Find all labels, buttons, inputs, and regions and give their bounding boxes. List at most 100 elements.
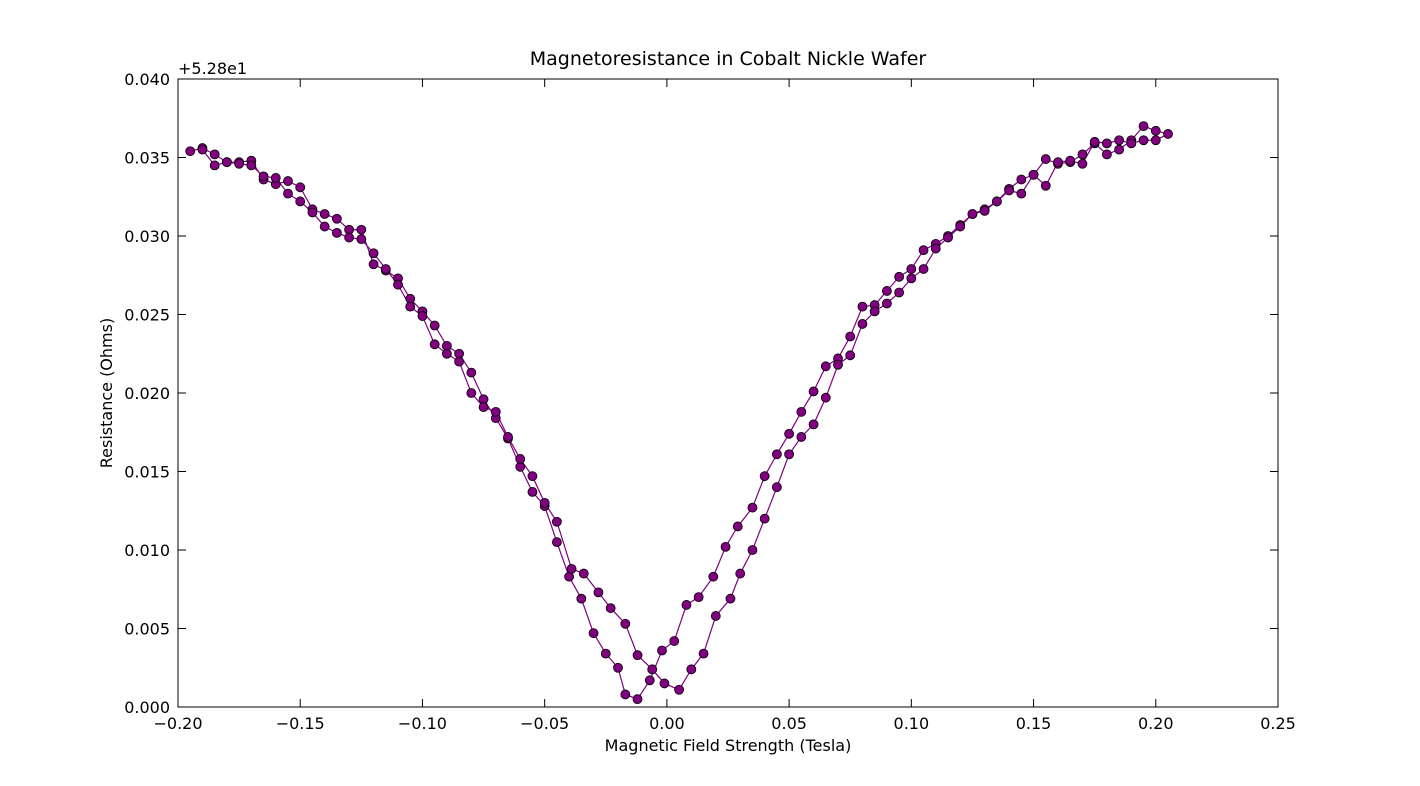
data-point: [857, 319, 868, 329]
data-point: [527, 471, 538, 482]
data-point: [881, 298, 892, 309]
x-tick-label: −0.20: [153, 714, 202, 733]
y-tick-label: 0.000: [124, 698, 170, 717]
x-tick-label: 0.15: [1016, 714, 1052, 733]
data-point: [869, 306, 880, 317]
data-point: [1089, 136, 1100, 147]
data-point: [647, 664, 658, 675]
x-tick-label: 0.25: [1260, 714, 1296, 733]
data-point: [991, 196, 1002, 207]
data-point: [747, 502, 758, 513]
data-point: [209, 149, 220, 160]
data-point: [881, 286, 892, 296]
y-tick-label: 0.020: [124, 384, 170, 403]
data-point: [732, 521, 743, 532]
data-point: [441, 348, 452, 359]
data-point: [1040, 180, 1051, 191]
y-axis-label: Resistance (Ohms): [97, 318, 116, 468]
data-point: [725, 593, 736, 604]
data-point: [906, 273, 917, 284]
data-point: [283, 188, 293, 199]
data-point: [620, 689, 631, 700]
data-point: [1053, 157, 1063, 168]
data-point: [747, 545, 758, 555]
data-point: [417, 311, 428, 321]
data-point: [669, 636, 680, 646]
data-point: [283, 176, 293, 186]
data-point: [466, 388, 477, 398]
x-tick-label: 0.10: [894, 714, 930, 733]
data-point: [295, 182, 306, 193]
data-point: [808, 419, 819, 430]
data-point: [1150, 135, 1161, 146]
data-point: [429, 320, 440, 331]
data-point: [234, 158, 245, 169]
y-tick-label: 0.010: [124, 541, 170, 560]
plot-frame: [177, 78, 1279, 708]
data-point: [613, 662, 623, 673]
data-point: [466, 367, 477, 378]
data-point: [674, 684, 685, 695]
data-point: [246, 160, 257, 171]
data-point: [566, 563, 577, 574]
x-tick-label: 0.20: [1138, 714, 1174, 733]
data-point: [1126, 138, 1137, 149]
data-point: [918, 264, 929, 274]
data-point: [644, 675, 655, 686]
data-point: [894, 287, 905, 298]
x-tick-label: −0.10: [398, 714, 447, 733]
data-point: [380, 264, 391, 274]
y-tick-label: 0.035: [124, 149, 170, 168]
data-point: [1004, 185, 1015, 196]
data-point: [796, 406, 807, 417]
data-point: [820, 361, 831, 372]
y-offset-label: +5.28e1: [178, 59, 247, 78]
data-point: [833, 359, 843, 370]
y-tick-label: 0.015: [124, 463, 170, 482]
data-point: [258, 171, 269, 182]
y-tick-label: 0.030: [124, 227, 170, 246]
data-point: [735, 568, 746, 579]
data-point: [221, 157, 232, 168]
data-point: [693, 592, 704, 602]
data-point: [808, 386, 819, 397]
data-point: [857, 301, 868, 312]
data-point: [1114, 144, 1125, 155]
data-point: [356, 224, 367, 235]
data-point: [405, 301, 416, 312]
data-point: [185, 146, 196, 157]
data-point: [771, 482, 782, 493]
data-point: [1040, 154, 1051, 164]
data-point: [686, 664, 697, 675]
data-point: [906, 264, 917, 274]
data-point: [759, 513, 770, 524]
data-point: [979, 205, 990, 216]
x-axis-label: Magnetic Field Strength (Tesla): [605, 736, 852, 755]
data-point: [1138, 121, 1149, 131]
data-point: [490, 406, 501, 417]
data-point: [1028, 169, 1039, 180]
data-point: [578, 568, 589, 579]
x-tick-label: −0.05: [520, 714, 569, 733]
y-tick-label: 0.025: [124, 306, 170, 325]
data-point: [393, 279, 403, 290]
x-tick-label: −0.15: [276, 714, 325, 733]
data-point: [593, 587, 604, 598]
data-point: [930, 243, 941, 254]
data-point: [918, 245, 929, 256]
data-point: [331, 227, 342, 238]
data-point: [1138, 135, 1149, 146]
data-point: [1016, 188, 1027, 199]
data-point: [1101, 149, 1112, 160]
data-point: [429, 339, 440, 350]
data-point: [1077, 149, 1088, 160]
data-point: [576, 593, 587, 604]
data-point: [659, 678, 670, 689]
data-point: [1150, 125, 1161, 136]
data-point: [967, 209, 978, 219]
data-point: [454, 356, 465, 367]
data-point: [698, 648, 709, 659]
data-point: [478, 402, 489, 413]
data-point: [539, 497, 550, 508]
